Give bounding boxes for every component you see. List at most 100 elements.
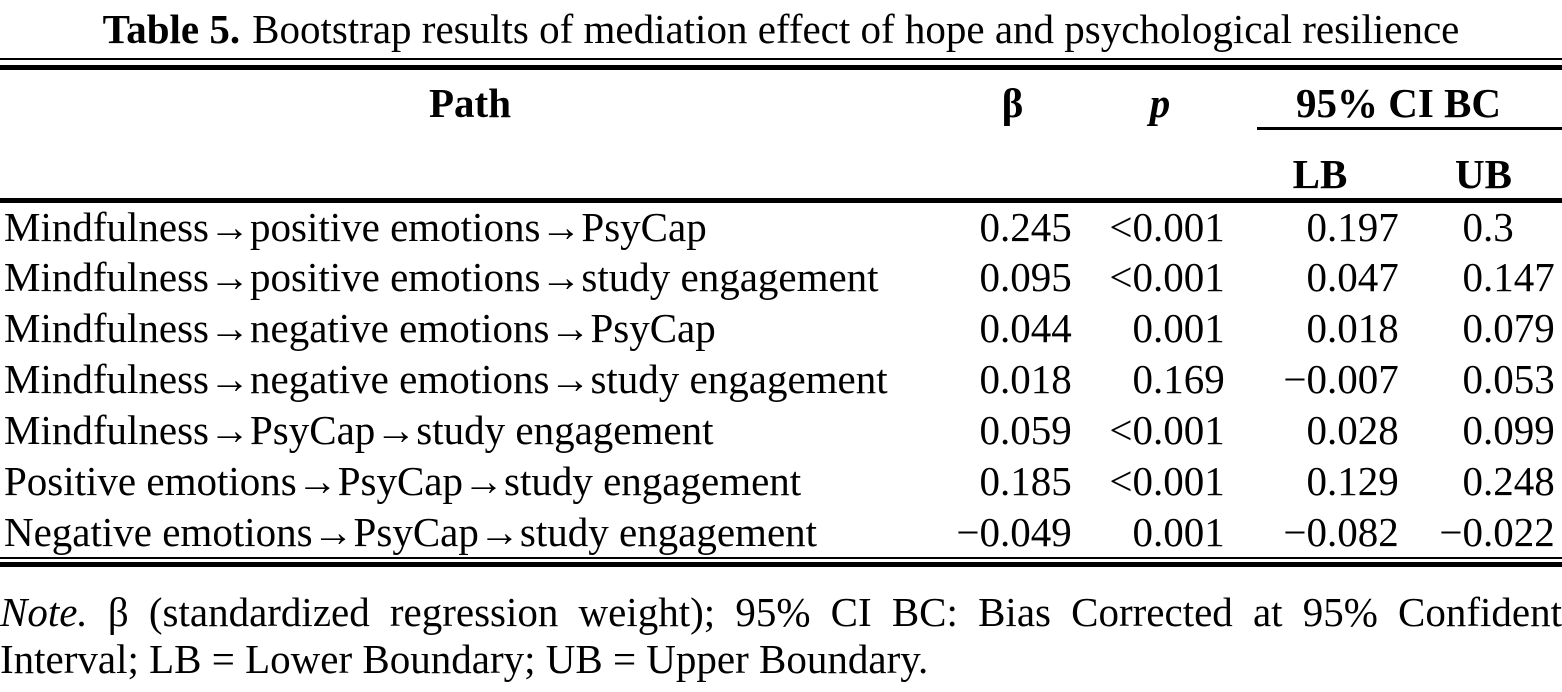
- value-integer-part: 0: [1462, 305, 1484, 351]
- value-fraction-part: .185: [1000, 458, 1072, 504]
- cell-ub: −0.022: [1405, 507, 1562, 558]
- cell-path: Negative emotions→PsyCap→study engagemen…: [4, 508, 818, 555]
- cell-beta: 0.245: [940, 201, 1085, 252]
- value-fraction-part: .245: [1000, 204, 1072, 251]
- cell-lb: 0.028: [1235, 405, 1405, 456]
- note-line-1: Note. β (standardized regression weight)…: [0, 589, 1562, 636]
- value-integer-part: −0: [1439, 508, 1483, 555]
- value-fraction-part: .047: [1327, 254, 1399, 300]
- col-header-path: Path: [429, 79, 511, 126]
- cell-beta: −0.049: [940, 507, 1085, 558]
- value-fraction-part: .248: [1483, 458, 1555, 504]
- cell-p: <0.001: [1085, 252, 1235, 303]
- value-integer-part: 0: [1306, 305, 1328, 351]
- header-row-1: Path β p 95% CI BC: [0, 68, 1562, 130]
- value-integer-part: <0: [1109, 458, 1153, 504]
- note-line-2: Interval; LB = Lower Boundary; UB = Uppe…: [0, 635, 929, 682]
- value-integer-part: 0: [1132, 356, 1154, 402]
- col-header-ub: UB: [1455, 150, 1512, 197]
- note-prefix: Note.: [0, 588, 88, 635]
- cell-ub: 0.099: [1405, 405, 1562, 456]
- cell-p: 0.001: [1085, 303, 1235, 354]
- value-fraction-part: .3: [1483, 204, 1514, 251]
- cell-beta: 0.059: [940, 405, 1085, 456]
- value-fraction-part: .028: [1327, 407, 1399, 453]
- cell-beta: 0.018: [940, 354, 1085, 405]
- header-spacer: [0, 130, 940, 201]
- cell-p: <0.001: [1085, 456, 1235, 507]
- value-fraction-part: .197: [1327, 204, 1399, 251]
- value-integer-part: <0: [1109, 407, 1153, 453]
- value-integer-part: 0: [979, 254, 1001, 300]
- value-fraction-part: .079: [1483, 305, 1555, 351]
- value-fraction-part: .001: [1153, 407, 1225, 453]
- cell-ub: 0.248: [1405, 456, 1562, 507]
- value-fraction-part: .001: [1153, 254, 1225, 300]
- value-integer-part: 0: [1132, 508, 1154, 555]
- value-fraction-part: .053: [1483, 356, 1555, 402]
- value-fraction-part: .007: [1327, 356, 1399, 402]
- cell-path: Mindfulness→negative emotions→PsyCap: [4, 305, 716, 351]
- value-fraction-part: .018: [1000, 356, 1072, 402]
- value-integer-part: 0: [1306, 458, 1328, 504]
- cell-p: 0.001: [1085, 507, 1235, 558]
- col-header-ci-group: 95% CI BC: [1235, 68, 1562, 130]
- cell-path: Mindfulness→positive emotions→study enga…: [4, 254, 879, 300]
- value-integer-part: <0: [1109, 254, 1153, 300]
- table-caption: Table 5. Bootstrap results of mediation …: [0, 0, 1562, 58]
- value-fraction-part: .001: [1153, 458, 1225, 504]
- table-caption-number: Table 5.: [102, 6, 241, 52]
- cell-lb: −0.082: [1235, 507, 1405, 558]
- value-fraction-part: .001: [1153, 305, 1225, 351]
- col-header-lb: LB: [1292, 150, 1348, 197]
- cell-ub: 0.053: [1405, 354, 1562, 405]
- cell-ub: 0.3: [1405, 201, 1562, 252]
- cell-path: Positive emotions→PsyCap→study engagemen…: [4, 458, 802, 504]
- value-integer-part: −0: [1283, 508, 1327, 555]
- table-row: Mindfulness→positive emotions→PsyCap 0.24…: [0, 201, 1562, 252]
- table-bottom-rule: [0, 561, 1562, 567]
- col-header-beta: β: [1001, 79, 1024, 126]
- value-integer-part: 0: [1306, 204, 1328, 251]
- table-row: Mindfulness→PsyCap→study engagement 0.059…: [0, 405, 1562, 456]
- value-integer-part: −0: [1283, 356, 1327, 402]
- cell-p: <0.001: [1085, 405, 1235, 456]
- ci-group-label: 95% CI BC: [1295, 79, 1502, 126]
- table-row: Mindfulness→positive emotions→study enga…: [0, 252, 1562, 303]
- ci-group-underline: [1257, 126, 1562, 130]
- header-spacer: [1085, 130, 1235, 201]
- value-integer-part: −0: [956, 508, 1000, 555]
- value-fraction-part: .044: [1000, 305, 1072, 351]
- value-fraction-part: .001: [1153, 204, 1225, 251]
- cell-p: <0.001: [1085, 201, 1235, 252]
- value-fraction-part: .129: [1327, 458, 1399, 504]
- value-fraction-part: .059: [1000, 407, 1072, 453]
- cell-p: 0.169: [1085, 354, 1235, 405]
- bootstrap-results-table: Path β p 95% CI BC LB UB Mindfulness→pos…: [0, 65, 1562, 559]
- cell-ub: 0.147: [1405, 252, 1562, 303]
- cell-lb: 0.197: [1235, 201, 1405, 252]
- cell-path: Mindfulness→PsyCap→study engagement: [4, 407, 714, 453]
- value-integer-part: 0: [1462, 458, 1484, 504]
- value-integer-part: 0: [1462, 254, 1484, 300]
- header-row-2: LB UB: [0, 130, 1562, 201]
- cell-lb: 0.018: [1235, 303, 1405, 354]
- cell-lb: −0.007: [1235, 354, 1405, 405]
- table-note: Note. β (standardized regression weight)…: [0, 589, 1562, 683]
- value-fraction-part: .099: [1483, 407, 1555, 453]
- value-fraction-part: .095: [1000, 254, 1072, 300]
- note-line-1-text: β (standardized regression weight); 95% …: [107, 588, 1562, 635]
- table-caption-text: Bootstrap results of mediation effect of…: [252, 6, 1460, 52]
- value-fraction-part: .022: [1483, 508, 1555, 555]
- cell-ub: 0.079: [1405, 303, 1562, 354]
- cell-path: Mindfulness→positive emotions→PsyCap: [4, 204, 707, 251]
- table-row: Mindfulness→negative emotions→PsyCap 0.04…: [0, 303, 1562, 354]
- value-fraction-part: .001: [1153, 508, 1225, 555]
- value-integer-part: 0: [1306, 407, 1328, 453]
- cell-lb: 0.047: [1235, 252, 1405, 303]
- value-integer-part: <0: [1109, 204, 1153, 251]
- value-integer-part: 0: [979, 407, 1001, 453]
- value-integer-part: 0: [979, 305, 1001, 351]
- value-integer-part: 0: [1462, 407, 1484, 453]
